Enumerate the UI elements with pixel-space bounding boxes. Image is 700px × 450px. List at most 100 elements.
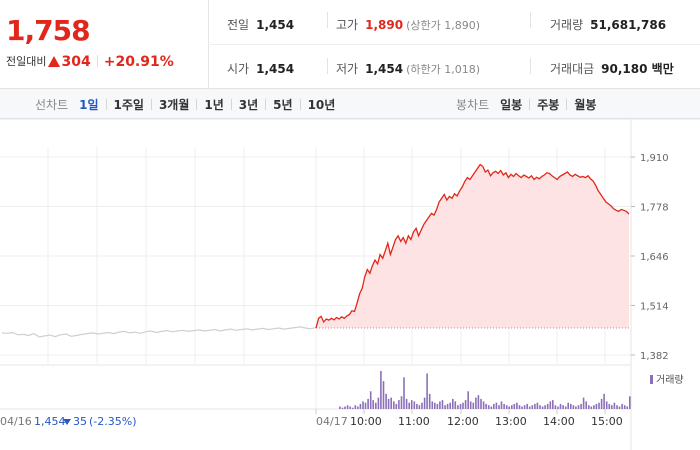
volume-bar xyxy=(382,381,385,409)
volume-bar xyxy=(390,397,392,409)
volume-bar xyxy=(595,403,598,409)
prev-day-close: 1,454 xyxy=(34,415,66,428)
tab-monthly[interactable]: 월봉 xyxy=(574,98,597,112)
volume-bar xyxy=(549,401,552,409)
divider xyxy=(210,44,700,45)
volume-bar xyxy=(341,407,344,409)
volume-bar xyxy=(554,405,557,409)
divider xyxy=(105,99,107,110)
volume-bar xyxy=(462,402,464,409)
volume-bar xyxy=(408,402,410,409)
volume-bar xyxy=(449,402,451,409)
volume-bar xyxy=(611,405,613,409)
candle-chart-tabs: 봉차트 일봉 주봉 월봉 xyxy=(456,96,596,113)
previous-day-line xyxy=(1,326,317,338)
volume-bar xyxy=(629,396,631,409)
volume-bar xyxy=(605,401,608,409)
stat-low: 저가 1,454 (하한가 1,018) xyxy=(336,60,480,77)
volume-bar xyxy=(354,405,357,409)
volume-bar xyxy=(557,406,559,409)
volume-bar xyxy=(528,406,531,409)
volume-bar xyxy=(369,391,372,409)
volume-bar xyxy=(562,405,564,409)
tab-10y[interactable]: 10년 xyxy=(307,98,336,112)
volume-bar xyxy=(349,406,351,409)
divider xyxy=(96,55,98,67)
current-price: 1,758 xyxy=(6,14,91,47)
tab-3m[interactable]: 3개월 xyxy=(158,98,190,112)
today-price-line xyxy=(315,163,630,329)
x-tick-label: 12:00 xyxy=(447,415,479,428)
stat-value: 1,454 xyxy=(256,18,295,32)
divider xyxy=(150,99,152,110)
volume-bar xyxy=(482,401,485,409)
volume-bar xyxy=(426,373,428,409)
divider xyxy=(530,12,531,28)
divider xyxy=(529,99,531,110)
volume-bar xyxy=(593,405,595,409)
volume-bar xyxy=(536,402,539,409)
volume-bar xyxy=(585,401,587,409)
volume-bar xyxy=(351,407,354,409)
divider xyxy=(327,12,328,28)
tab-weekly[interactable]: 주봉 xyxy=(537,98,560,112)
tab-3y[interactable]: 3년 xyxy=(238,98,259,112)
x-tick-label: 04/17 xyxy=(316,415,348,428)
y-tick-label: 1,382 xyxy=(640,351,669,362)
volume-bar xyxy=(421,402,423,409)
volume-bar xyxy=(575,406,577,409)
volume-bar xyxy=(623,405,626,409)
volume-bar xyxy=(618,406,621,409)
volume-bar xyxy=(493,403,495,409)
price-box: 1,758 전일대비 304 +20.91% xyxy=(0,0,209,89)
volume-bar xyxy=(375,402,377,409)
volume-bar xyxy=(511,405,513,409)
tab-daily[interactable]: 일봉 xyxy=(500,98,523,112)
chart-canvas: 1,910 1,778 1,646 1,514 1,382 거래량 04/17 10:00 11… xyxy=(0,118,700,450)
volume-bar xyxy=(521,406,523,409)
volume-bar xyxy=(436,403,439,409)
stat-open: 시가 1,454 xyxy=(227,60,294,77)
divider xyxy=(299,99,301,110)
volume-legend-label: 거래량 xyxy=(656,374,684,386)
tab-1w[interactable]: 1주일 xyxy=(113,98,144,112)
candle-chart-label: 봉차트 xyxy=(456,98,490,112)
stat-sub: (하한가 1,018) xyxy=(406,63,480,76)
volume-bar xyxy=(434,402,436,409)
stat-sub: (상한가 1,890) xyxy=(406,19,480,32)
tab-5y[interactable]: 5년 xyxy=(273,98,293,112)
volume-bar xyxy=(505,405,508,409)
volume-bar xyxy=(572,405,575,409)
volume-bar xyxy=(523,405,526,409)
y-tick-label: 1,778 xyxy=(640,203,669,214)
volume-bar xyxy=(582,397,585,409)
x-tick-label: 11:00 xyxy=(398,415,430,428)
volume-bar xyxy=(472,402,475,409)
volume-bar xyxy=(564,406,567,409)
volume-bar xyxy=(485,403,487,409)
volume-bar xyxy=(544,405,546,409)
x-tick-label: 13:00 xyxy=(495,415,527,428)
stat-label: 저가 xyxy=(336,62,359,76)
x-tick-label: 10:00 xyxy=(350,415,382,428)
volume-bar xyxy=(452,398,454,409)
tab-1d[interactable]: 1일 xyxy=(79,98,99,112)
volume-bar xyxy=(498,405,500,409)
volume-bar xyxy=(367,398,369,409)
volume-bar xyxy=(621,403,623,409)
volume-bar xyxy=(428,393,431,409)
volume-bar xyxy=(387,398,390,409)
stat-label: 전일 xyxy=(227,18,250,32)
tab-1y[interactable]: 1년 xyxy=(204,98,224,112)
stat-label: 고가 xyxy=(336,18,359,32)
price-chart: 1,910 1,778 1,646 1,514 1,382 거래량 04/17 10:00 11… xyxy=(0,118,700,450)
volume-bar xyxy=(559,403,562,409)
volume-bar xyxy=(616,405,618,409)
volume-bar xyxy=(552,400,554,409)
x-tick-label: 14:00 xyxy=(543,415,575,428)
change-row: 전일대비 304 +20.91% xyxy=(6,53,174,70)
volume-bar xyxy=(475,397,477,409)
volume-bar xyxy=(531,405,534,409)
volume-bar xyxy=(405,398,408,409)
volume-bar xyxy=(346,405,349,409)
